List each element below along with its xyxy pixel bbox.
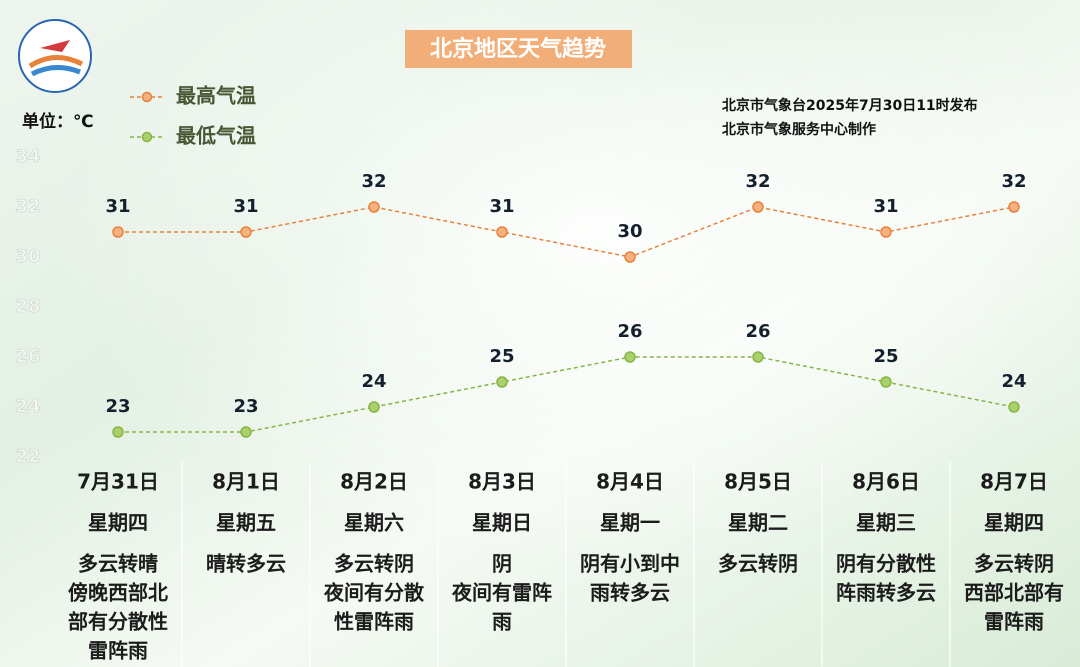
data-label: 26 [617,321,642,342]
weather-label: 雷阵雨 [984,610,1044,634]
point [496,376,508,388]
weather-label: 性雷阵雨 [334,610,414,634]
y-tick-label: 30 [15,246,40,267]
y-tick-label: 28 [15,296,40,317]
data-label: 25 [873,346,898,367]
legend-label: 最低气温 [176,124,256,148]
point [752,201,764,213]
data-label: 31 [105,196,130,217]
weather-label: 阴 [492,552,512,576]
legend-label: 最高气温 [176,84,256,108]
weekday-label: 星期五 [216,511,276,535]
weather-label: 阵雨转多云 [836,581,936,605]
x-tick-label: 8月6日 [852,470,920,494]
chart-title: 北京地区天气趋势 [430,36,606,62]
weather-label: 多云转晴 [78,552,158,576]
weekday-label: 星期四 [984,511,1044,535]
series-line [118,206,1015,258]
weather-label: 阴有小到中 [580,552,680,576]
point [368,201,380,213]
point [240,226,252,238]
weather-label: 多云转阴 [974,552,1054,576]
point [880,376,892,388]
point [112,226,124,238]
logo [18,19,92,93]
point [496,226,508,238]
x-tick-label: 8月5日 [724,470,792,494]
source-line: 北京市气象台2025年7月30日11时发布 [722,97,978,114]
data-label: 32 [361,171,386,192]
y-tick-label: 26 [15,346,40,367]
y-tick-label: 32 [15,196,40,217]
data-label: 25 [489,346,514,367]
data-label: 31 [489,196,514,217]
weather-label: 西部北部有 [964,581,1064,605]
legend-marker [141,131,153,143]
weekday-label: 星期三 [856,511,916,535]
point [624,351,636,363]
x-tick-label: 8月4日 [596,470,664,494]
title-box [405,30,632,68]
weather-label: 晴转多云 [206,552,286,576]
x-tick-label: 8月1日 [212,470,280,494]
weekday-label: 星期一 [600,511,660,535]
point [112,426,124,438]
y-tick-label: 22 [15,446,40,467]
weather-label: 雨转多云 [590,581,670,605]
y-tick-label: 34 [15,146,40,167]
weather-label: 阴有分散性 [836,552,936,576]
point [752,351,764,363]
x-tick-label: 8月2日 [340,470,408,494]
point [368,401,380,413]
data-label: 26 [745,321,770,342]
weather-label: 部有分散性 [68,610,168,634]
point [1008,401,1020,413]
point [240,426,252,438]
series-line [118,356,1015,433]
data-label: 31 [873,196,898,217]
weather-label: 雨 [492,610,512,634]
point [624,251,636,263]
data-label: 24 [361,371,386,392]
weekday-label: 星期六 [344,511,404,535]
weather-label: 多云转阴 [334,552,414,576]
y-tick-label: 24 [15,396,40,417]
weather-label: 多云转阴 [718,552,798,576]
data-label: 23 [105,396,130,417]
weather-label: 傍晚西部北 [68,581,168,605]
data-label: 32 [745,171,770,192]
data-label: 31 [233,196,258,217]
data-label: 23 [233,396,258,417]
x-tick-label: 8月3日 [468,470,536,494]
x-tick-label: 7月31日 [77,470,159,494]
weekday-label: 星期日 [472,511,532,535]
weather-label: 夜间有雷阵 [451,581,552,605]
weekday-label: 星期二 [728,511,788,535]
source-line: 北京市气象服务中心制作 [722,121,876,138]
point [880,226,892,238]
data-label: 30 [617,221,642,242]
data-label: 32 [1001,171,1026,192]
weekday-label: 星期四 [88,511,148,535]
legend-marker [141,91,153,103]
data-label: 24 [1001,371,1026,392]
x-tick-label: 8月7日 [980,470,1048,494]
point [1008,201,1020,213]
weather-label: 雷阵雨 [88,639,148,663]
unit-label: 单位：℃ [22,111,94,132]
weather-label: 夜间有分散 [323,581,425,605]
